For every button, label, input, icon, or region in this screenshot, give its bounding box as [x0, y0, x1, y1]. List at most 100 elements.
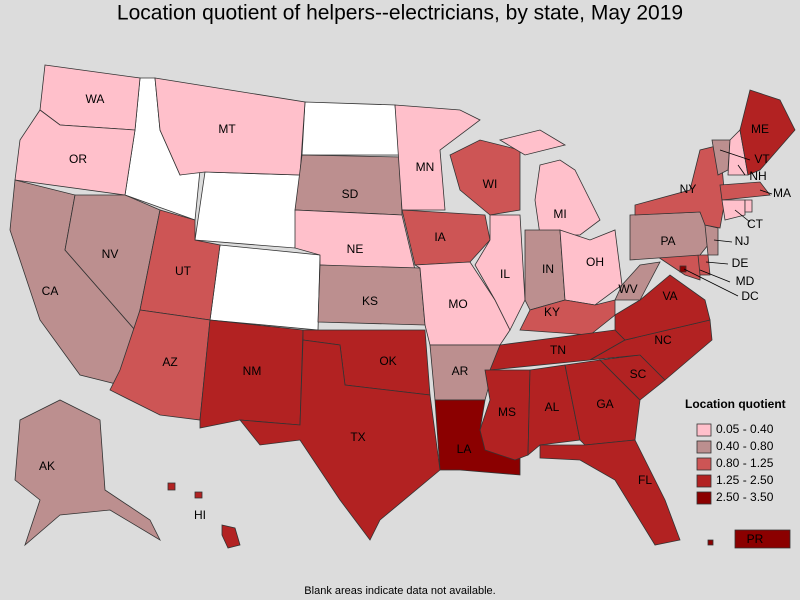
legend: Location quotient 0.05 - 0.40 0.40 - 0.80… [685, 397, 786, 505]
state-label: MI [553, 207, 566, 221]
legend-label: 0.05 - 0.40 [716, 422, 774, 436]
state-shape [401, 209, 491, 266]
state-shape [653, 254, 701, 281]
state-label: OK [379, 354, 396, 368]
state-label: IA [434, 230, 445, 244]
legend-label: 2.50 - 3.50 [716, 490, 774, 504]
state-shape [474, 214, 526, 331]
state-label: SD [342, 187, 359, 201]
state-label: AR [452, 364, 469, 378]
state-label: NM [243, 364, 262, 378]
state-label: LA [457, 442, 472, 456]
legend-swatch [696, 491, 712, 505]
legend-title: Location quotient [685, 397, 786, 411]
state-label: TN [550, 343, 566, 357]
state-shape [498, 129, 567, 156]
state-shape [14, 399, 161, 547]
state-shape [614, 274, 711, 341]
state-shape [209, 244, 321, 331]
state-label: DC [741, 289, 759, 303]
leader-line [713, 239, 733, 243]
state-shape [449, 139, 521, 216]
legend-label: 0.40 - 0.80 [716, 439, 774, 453]
state-label: AK [39, 459, 55, 473]
no-data-states [124, 77, 401, 331]
legend-swatch [696, 440, 712, 454]
state-label: UT [175, 264, 192, 278]
legend-swatch [696, 474, 712, 488]
state-label: NC [654, 333, 672, 347]
state-label: MA [773, 186, 791, 200]
state-shape [744, 199, 753, 213]
state-shape [194, 491, 203, 499]
state-label: WI [483, 177, 498, 191]
state-label: MO [448, 297, 467, 311]
state-label: NY [680, 182, 697, 196]
state-label: ME [751, 122, 769, 136]
state-shape [154, 77, 306, 176]
leader-line [734, 209, 751, 223]
state-label: SC [630, 367, 647, 381]
state-label: HI [194, 508, 206, 522]
state-label: AL [545, 400, 560, 414]
state-label: WA [86, 92, 105, 106]
state-label: OR [69, 152, 87, 166]
state-label: DE [732, 256, 749, 270]
state-label: MN [416, 160, 435, 174]
legend-swatch [696, 457, 712, 471]
state-label: PA [660, 234, 675, 248]
footnote: Blank areas indicate data not available. [304, 585, 495, 597]
state-label: NJ [735, 234, 750, 248]
legend-label: 1.25 - 2.50 [716, 473, 774, 487]
state-labels: WA OR CA NV MT UT AZ NM SD NE KS OK TX MN IA MO AR LA WI IL… [39, 92, 791, 546]
state-label: PR [747, 532, 764, 546]
state-label: OH [586, 255, 604, 269]
leader-line [737, 164, 746, 176]
state-shape [194, 171, 301, 249]
state-label: IL [500, 267, 510, 281]
states [9, 64, 796, 549]
state-label: MD [736, 274, 755, 288]
state-shape [294, 154, 403, 216]
state-label: IN [542, 262, 554, 276]
state-shape [534, 159, 601, 236]
state-shape [721, 199, 746, 221]
legend-label: 0.80 - 1.25 [716, 456, 774, 470]
state-label: MT [218, 122, 236, 136]
state-shape [719, 181, 771, 201]
leader-line [705, 261, 729, 265]
leader-line [683, 268, 739, 297]
state-label: CT [747, 217, 764, 231]
state-shape [519, 299, 616, 336]
state-shape [167, 482, 176, 491]
state-label: TX [350, 430, 365, 444]
state-shape [614, 261, 661, 301]
state-shape [739, 89, 796, 176]
state-shape [239, 339, 441, 541]
state-shape [707, 539, 714, 546]
leader-lines [683, 149, 773, 297]
state-label: AZ [162, 355, 177, 369]
state-shape [221, 524, 241, 549]
state-label: GA [596, 397, 613, 411]
state-label: FL [638, 473, 652, 487]
legend-swatch [696, 423, 712, 437]
state-label: MS [498, 405, 516, 419]
leader-line [699, 269, 731, 283]
state-label: KY [544, 305, 560, 319]
state-label: NH [749, 169, 766, 183]
leader-line [759, 189, 773, 195]
state-shape [539, 439, 681, 546]
state-label: NV [102, 247, 119, 261]
state-label: CA [42, 284, 59, 298]
state-label: VT [754, 152, 770, 166]
state-shape [301, 101, 401, 156]
leader-line [719, 149, 751, 161]
state-shape [679, 265, 687, 273]
state-label: WV [618, 282, 637, 296]
state-shape [734, 529, 791, 549]
state-label: NE [347, 242, 364, 256]
state-label: KS [362, 294, 378, 308]
state-shape [527, 364, 581, 456]
